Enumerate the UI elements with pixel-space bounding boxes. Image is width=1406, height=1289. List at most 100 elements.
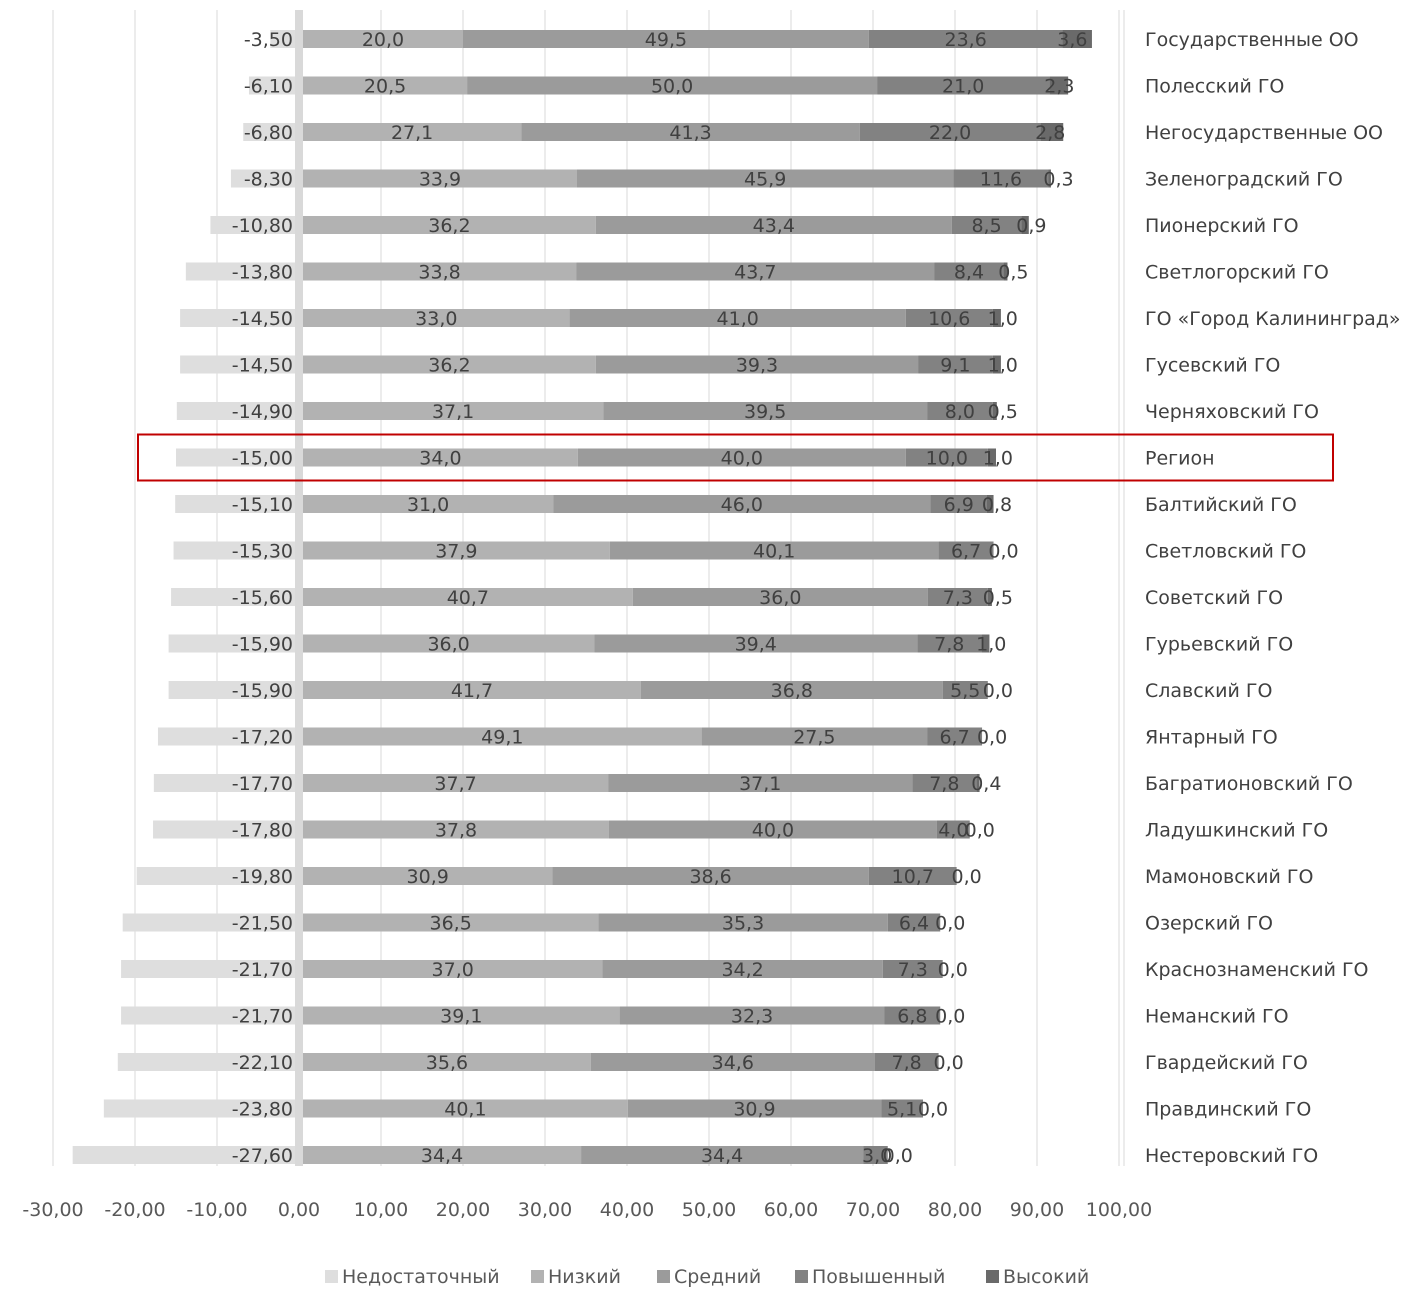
bar-vysokiy bbox=[981, 634, 990, 653]
bar-label-povyshenny: 6,9 bbox=[944, 494, 974, 516]
legend-label-sredniy: Средний bbox=[674, 1266, 761, 1288]
x-tick-label: -20,00 bbox=[104, 1199, 165, 1221]
bar-vysokiy bbox=[992, 402, 997, 420]
bar-nizkiy bbox=[303, 1006, 620, 1025]
bar-povyshenny bbox=[927, 402, 993, 420]
bar-nizkiy bbox=[303, 402, 604, 420]
category-label: Негосударственные ОО bbox=[1145, 122, 1383, 144]
bar-povyshenny bbox=[877, 76, 1050, 95]
bar-sredniy bbox=[463, 30, 869, 48]
legend-swatch-vysokiy bbox=[986, 1270, 999, 1283]
bar-sredniy bbox=[552, 867, 869, 885]
bar-povyshenny bbox=[887, 913, 941, 932]
bar-label-nedostatochny: -19,80 bbox=[232, 866, 293, 888]
bar-label-povyshenny: 6,8 bbox=[897, 1006, 927, 1028]
bar-nizkiy bbox=[303, 588, 633, 606]
legend-swatch-povyshenny bbox=[795, 1270, 808, 1283]
bar-label-nedostatochny: -14,50 bbox=[232, 308, 293, 330]
bar-label-nizkiy: 41,7 bbox=[451, 680, 493, 702]
bar-label-povyshenny: 22,0 bbox=[929, 122, 971, 144]
bar-vysokiy bbox=[992, 355, 1001, 374]
bar-sredniy bbox=[640, 681, 943, 699]
category-label: Пионерский ГО bbox=[1145, 215, 1299, 237]
bar-sredniy bbox=[608, 820, 937, 839]
legend-swatch-sredniy bbox=[657, 1270, 670, 1283]
bar-label-sredniy: 34,4 bbox=[701, 1145, 743, 1167]
bar-povyshenny bbox=[951, 216, 1022, 234]
bar-label-vysokiy: 1,0 bbox=[988, 355, 1018, 377]
bar-label-vysokiy: 0,0 bbox=[935, 1006, 965, 1028]
bar-label-nedostatochny: -15,30 bbox=[232, 541, 293, 563]
x-tick-label: 100,00 bbox=[1086, 1199, 1152, 1221]
bar-label-sredniy: 41,3 bbox=[669, 122, 711, 144]
bar-label-sredniy: 27,5 bbox=[793, 727, 835, 749]
bar-nizkiy bbox=[303, 123, 522, 141]
category-label: ГО «Город Калининград» bbox=[1145, 308, 1401, 330]
x-tick-label: 80,00 bbox=[928, 1199, 982, 1221]
bar-nedostatochny bbox=[270, 30, 295, 48]
zero-axis bbox=[295, 10, 303, 1166]
category-label: Государственные ОО bbox=[1145, 29, 1359, 51]
bar-label-nizkiy: 20,0 bbox=[362, 29, 404, 51]
bar-vysokiy bbox=[976, 774, 980, 792]
bar-nedostatochny bbox=[117, 1053, 295, 1071]
bar-label-vysokiy: 2,8 bbox=[1035, 122, 1065, 144]
bar-label-nedostatochny: -15,10 bbox=[232, 494, 293, 516]
bar-label-nizkiy: 36,5 bbox=[429, 913, 471, 935]
bar-nedostatochny bbox=[168, 634, 295, 653]
bar-sredniy bbox=[598, 913, 888, 932]
bar-nizkiy bbox=[303, 262, 577, 281]
bar-povyshenny bbox=[953, 169, 1049, 188]
bar-label-sredniy: 40,0 bbox=[721, 448, 763, 470]
bar-label-nizkiy: 31,0 bbox=[407, 494, 449, 516]
bar-label-povyshenny: 10,7 bbox=[892, 866, 934, 888]
bar-nedostatochny bbox=[121, 960, 295, 978]
x-axis-tick-labels: -30,00 -20,00 -10,00 0,00 10,00 20,00 30,00 40,… bbox=[22, 1199, 1152, 1221]
bar-nedostatochny bbox=[185, 262, 295, 281]
bar-label-sredniy: 34,6 bbox=[712, 1052, 754, 1074]
category-label: Гурьевский ГО bbox=[1145, 634, 1293, 656]
bar-nizkiy bbox=[303, 30, 463, 48]
bar-label-sredniy: 43,4 bbox=[753, 215, 795, 237]
bar-sredniy bbox=[619, 1006, 885, 1025]
bar-nizkiy bbox=[303, 448, 578, 467]
bar-label-nizkiy: 39,1 bbox=[440, 1006, 482, 1028]
bar-label-nedostatochny: -14,50 bbox=[232, 355, 293, 377]
bar-nizkiy bbox=[303, 867, 553, 885]
legend-label-nizkiy: Низкий bbox=[548, 1266, 621, 1288]
x-tick-label: 40,00 bbox=[600, 1199, 654, 1221]
bar-nedostatochny bbox=[168, 681, 295, 699]
category-label: Полесский ГО bbox=[1145, 76, 1284, 98]
bar-label-povyshenny: 7,3 bbox=[943, 587, 973, 609]
bar-label-povyshenny: 9,1 bbox=[940, 355, 970, 377]
legend-label-nedostatochny: Недостаточный bbox=[342, 1266, 500, 1288]
x-tick-label: 90,00 bbox=[1010, 1199, 1064, 1221]
bar-label-nedostatochny: -15,90 bbox=[232, 680, 293, 702]
category-label: Черняховский ГО bbox=[1145, 401, 1319, 423]
bar-label-vysokiy: 0,5 bbox=[983, 587, 1013, 609]
bar-label-nizkiy: 37,8 bbox=[435, 820, 477, 842]
bar-label-sredniy: 36,0 bbox=[759, 587, 801, 609]
bar-label-sredniy: 37,1 bbox=[739, 773, 781, 795]
bar-label-nedostatochny: -17,20 bbox=[232, 727, 293, 749]
bar-sredniy bbox=[576, 262, 935, 281]
bar-label-nedostatochny: -21,70 bbox=[232, 1006, 293, 1028]
category-label: Светловский ГО bbox=[1145, 541, 1306, 563]
bar-label-povyshenny: 3,0 bbox=[862, 1145, 892, 1167]
bar-nizkiy bbox=[303, 727, 702, 746]
category-label: Балтийский ГО bbox=[1145, 494, 1297, 516]
bar-label-povyshenny: 6,7 bbox=[951, 541, 981, 563]
bar-label-nedostatochny: -23,80 bbox=[232, 1099, 293, 1121]
bar-nizkiy bbox=[303, 355, 596, 374]
bar-label-vysokiy: 0,9 bbox=[1016, 215, 1046, 237]
category-label: Ладушкинский ГО bbox=[1145, 820, 1328, 842]
bar-povyshenny bbox=[874, 1053, 939, 1071]
bar-label-vysokiy: 1,0 bbox=[976, 634, 1006, 656]
bar-label-sredniy: 35,3 bbox=[722, 913, 764, 935]
bar-sredniy bbox=[609, 541, 939, 560]
bar-label-nizkiy: 27,1 bbox=[391, 122, 433, 144]
bar-nedostatochny bbox=[180, 309, 295, 327]
x-tick-label: 30,00 bbox=[518, 1199, 572, 1221]
bar-label-nedostatochny: -27,60 bbox=[232, 1145, 293, 1167]
bar-label-sredniy: 43,7 bbox=[734, 262, 776, 284]
